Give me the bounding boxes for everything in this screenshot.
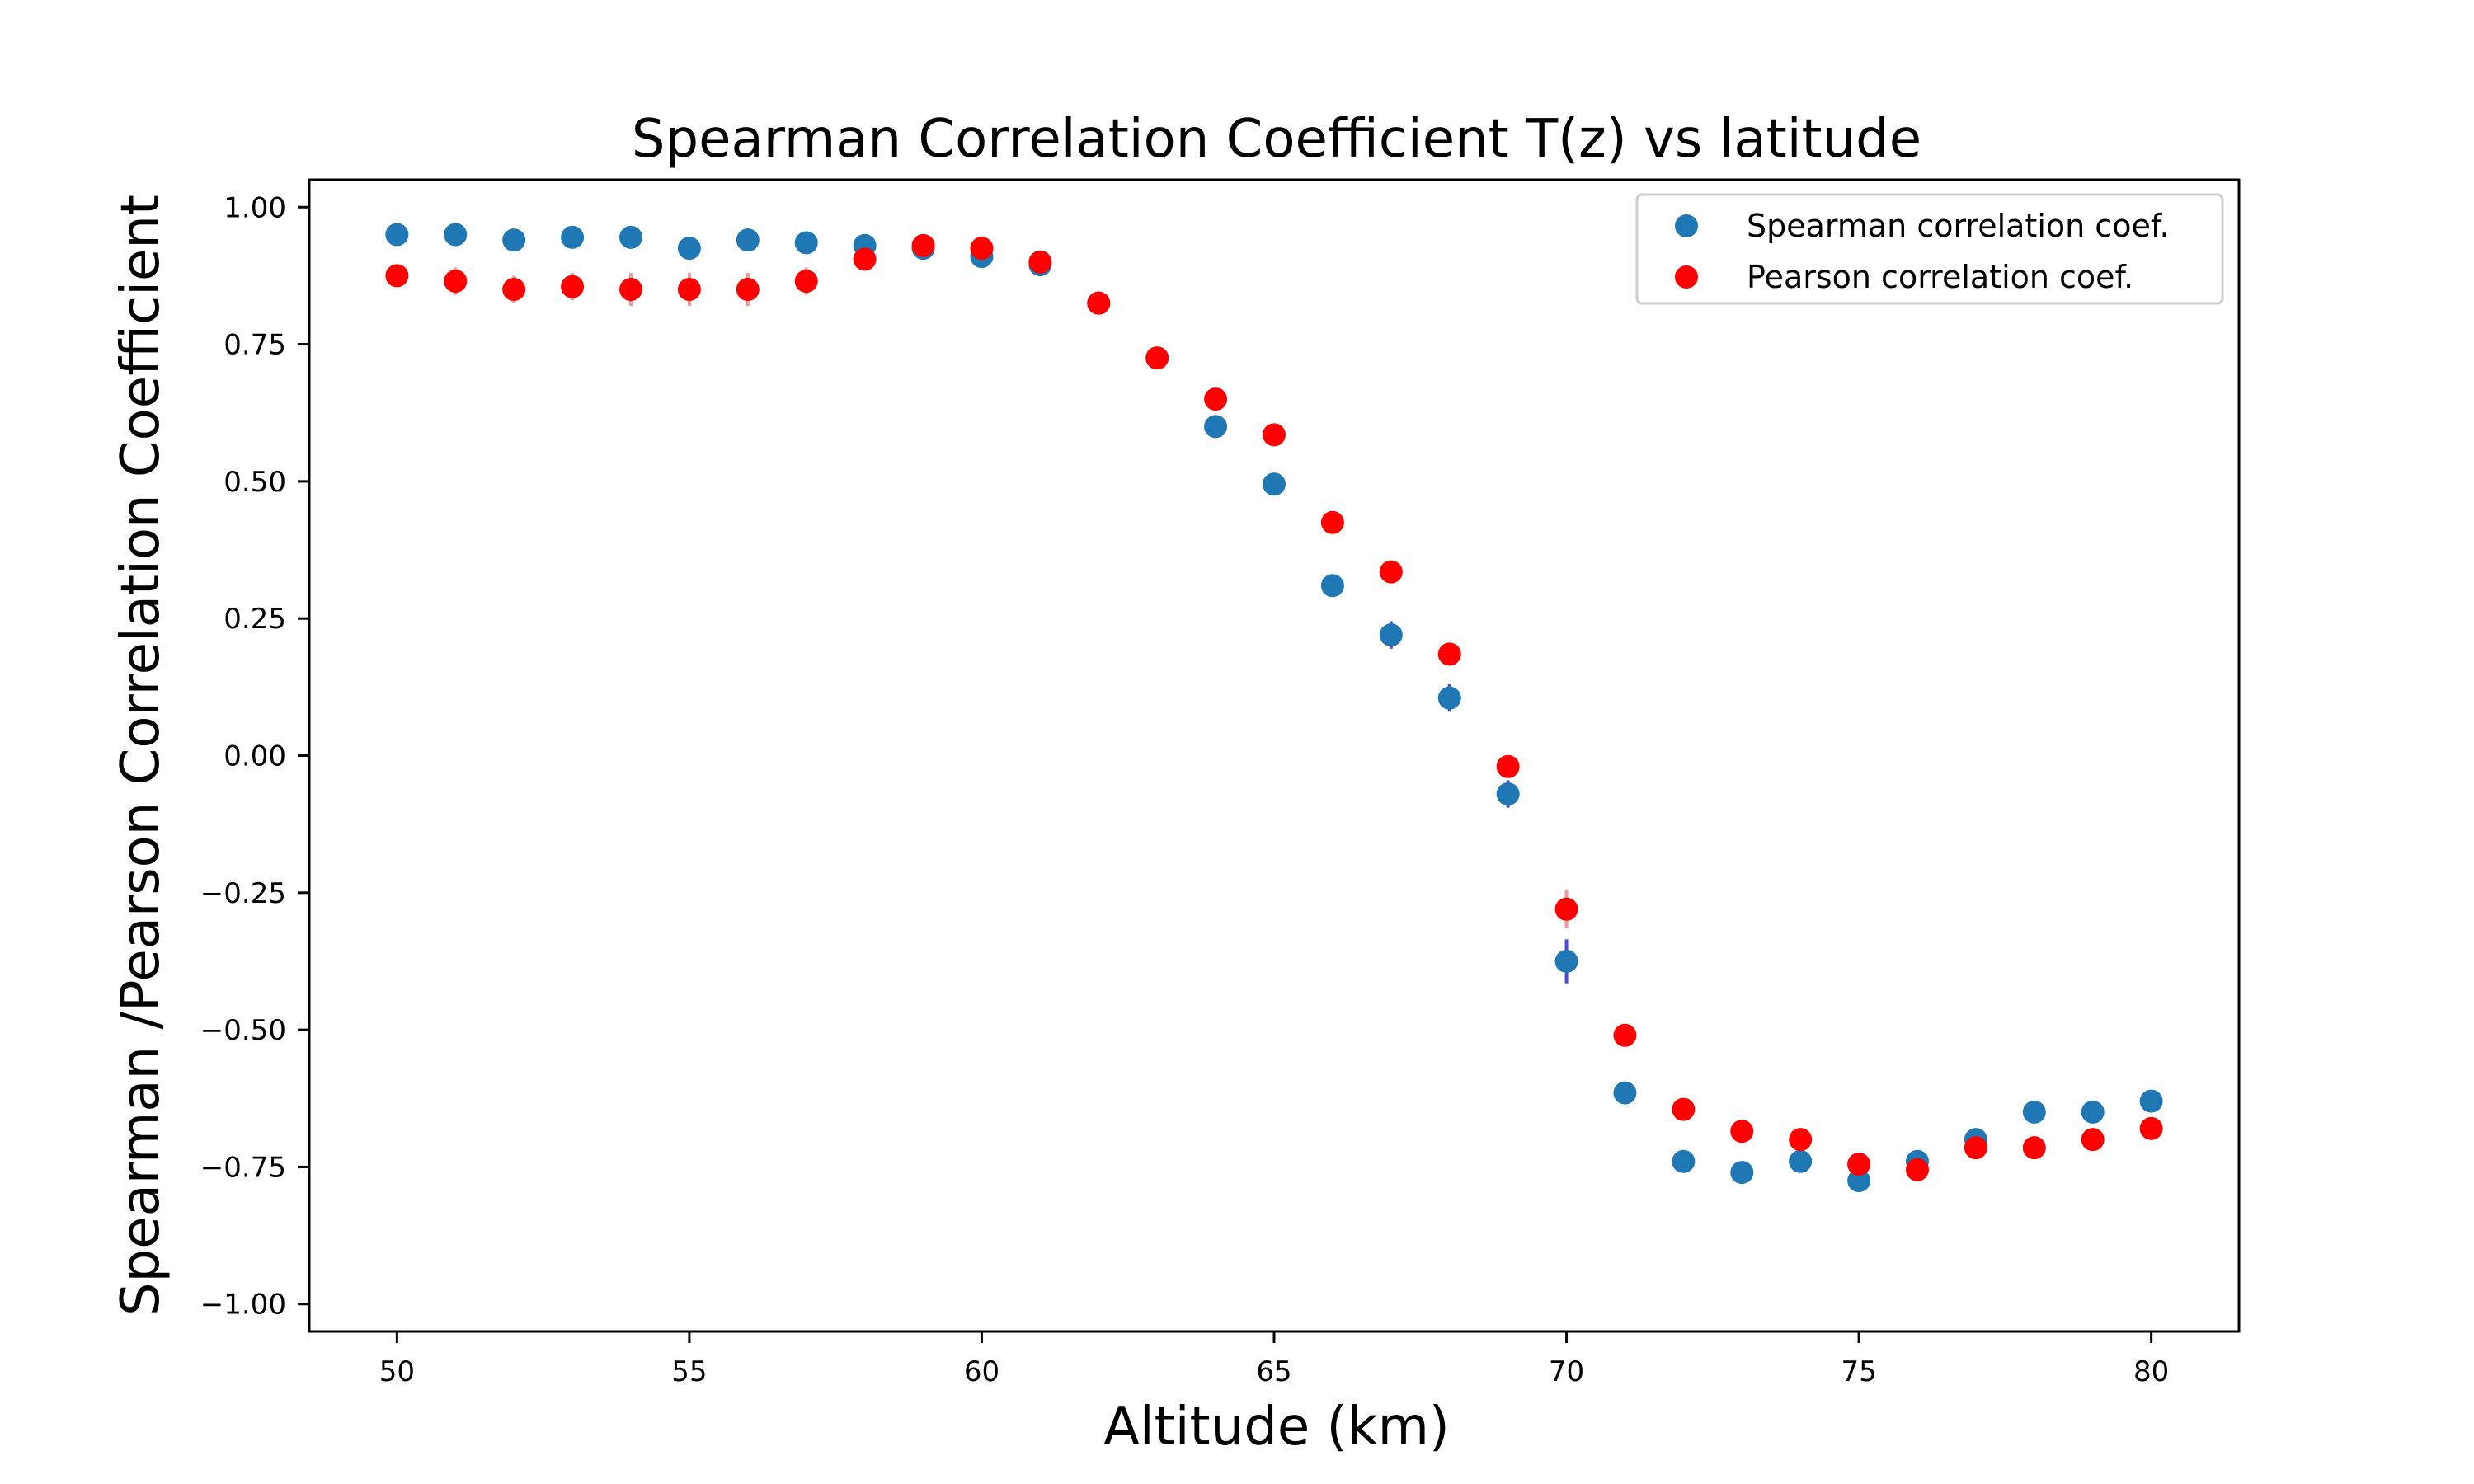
pearson-point: [853, 247, 877, 271]
pearson-point: [561, 275, 585, 298]
spearman-point: [561, 225, 585, 249]
spearman-point: [1379, 623, 1403, 647]
y-tick-label: 1.00: [223, 191, 286, 224]
data-points: [385, 223, 2163, 1193]
y-axis: 1.00 0.75 0.50 0.25 0.00 −0.25 −0.50 −0.75 −1.00: [200, 191, 309, 1322]
y-tick-label: −1.00: [200, 1289, 286, 1322]
pearson-point: [794, 270, 818, 294]
plot-frame: [308, 178, 2241, 1333]
pearson-point: [619, 278, 642, 302]
pearson-point: [1204, 387, 1228, 411]
spearman-point: [2022, 1100, 2046, 1124]
x-tick-label: 70: [1549, 1355, 1584, 1388]
pearson-point: [1789, 1128, 1813, 1152]
legend-marker-spearman: [1675, 214, 1698, 237]
x-axis-title: Altitude (km): [1103, 1397, 1450, 1458]
pearson-point: [1554, 897, 1578, 921]
pearson-point: [1379, 560, 1403, 584]
legend-marker-pearson: [1675, 265, 1698, 289]
pearson-point: [1730, 1120, 1754, 1144]
spearman-point: [502, 228, 526, 252]
plot-background: [309, 180, 2239, 1331]
spearman-point: [1496, 782, 1520, 806]
pearson-point: [1613, 1023, 1637, 1047]
spearman-point: [1730, 1161, 1754, 1185]
legend-label-spearman: Spearman correlation coef.: [1747, 208, 2170, 244]
pearson-point: [736, 278, 760, 302]
x-tick-label: 50: [379, 1355, 415, 1388]
x-tick-label: 60: [964, 1355, 999, 1388]
plot-area: 50 55 60 65 70 75 80 1.00 0.75 0.50 0.25 0.00 −0.25…: [200, 178, 2241, 1388]
pearson-point: [444, 270, 468, 294]
pearson-point: [502, 278, 526, 302]
x-axis: 50 55 60 65 70 75 80: [379, 1331, 2169, 1388]
pearson-point: [1028, 250, 1052, 274]
pearson-point: [2022, 1136, 2046, 1160]
y-tick-label: −0.50: [200, 1014, 286, 1047]
pearson-point: [1145, 346, 1169, 370]
spearman-point: [794, 231, 818, 255]
spearman-point: [2139, 1089, 2163, 1113]
pearson-point: [1906, 1158, 1929, 1181]
spearman-point: [2081, 1100, 2105, 1124]
spearman-point: [1320, 574, 1344, 598]
x-tick-label: 80: [2133, 1355, 2169, 1388]
legend-label-pearson: Pearson correlation coef.: [1747, 259, 2133, 295]
pearson-point: [2139, 1116, 2163, 1140]
pearson-point: [677, 278, 701, 302]
pearson-point: [911, 233, 935, 257]
spearman-point: [1613, 1081, 1637, 1105]
pearson-point: [1263, 423, 1286, 447]
spearman-point: [1263, 472, 1286, 496]
spearman-point: [1554, 949, 1578, 973]
pearson-point: [1496, 754, 1520, 778]
x-tick-label: 65: [1256, 1355, 1291, 1388]
x-tick-label: 55: [671, 1355, 707, 1388]
pearson-point: [1320, 510, 1344, 534]
spearman-point: [1789, 1149, 1813, 1173]
pearson-point: [970, 237, 994, 261]
y-tick-label: 0.75: [223, 329, 286, 362]
y-tick-label: 0.00: [223, 740, 286, 773]
x-tick-label: 75: [1841, 1355, 1876, 1388]
spearman-point: [1437, 686, 1461, 710]
spearman-point: [1204, 415, 1228, 439]
y-tick-label: 0.50: [223, 466, 286, 499]
chart-title: Spearman Correlation Coefficient T(z) vs…: [632, 109, 1921, 170]
pearson-point: [1672, 1097, 1696, 1121]
pearson-point: [2081, 1128, 2105, 1152]
pearson-point: [385, 264, 409, 288]
y-tick-label: −0.25: [200, 877, 286, 910]
y-axis-title: Spearman /Pearson Correlation Coefficien…: [111, 195, 172, 1316]
spearman-point: [1672, 1149, 1696, 1173]
pearson-point: [1964, 1136, 1987, 1160]
pearson-point: [1847, 1153, 1871, 1176]
pearson-point: [1087, 291, 1111, 315]
spearman-point: [736, 228, 760, 252]
y-tick-label: −0.75: [200, 1151, 286, 1184]
spearman-point: [385, 223, 409, 247]
legend-box: [1635, 193, 2224, 305]
pearson-point: [1437, 642, 1461, 666]
legend: Spearman correlation coef. Pearson corre…: [1635, 193, 2224, 305]
spearman-point: [619, 225, 642, 249]
spearman-point: [677, 237, 701, 261]
spearman-point: [444, 223, 468, 247]
spearman-point: [1847, 1169, 1871, 1193]
y-tick-label: 0.25: [223, 603, 286, 636]
